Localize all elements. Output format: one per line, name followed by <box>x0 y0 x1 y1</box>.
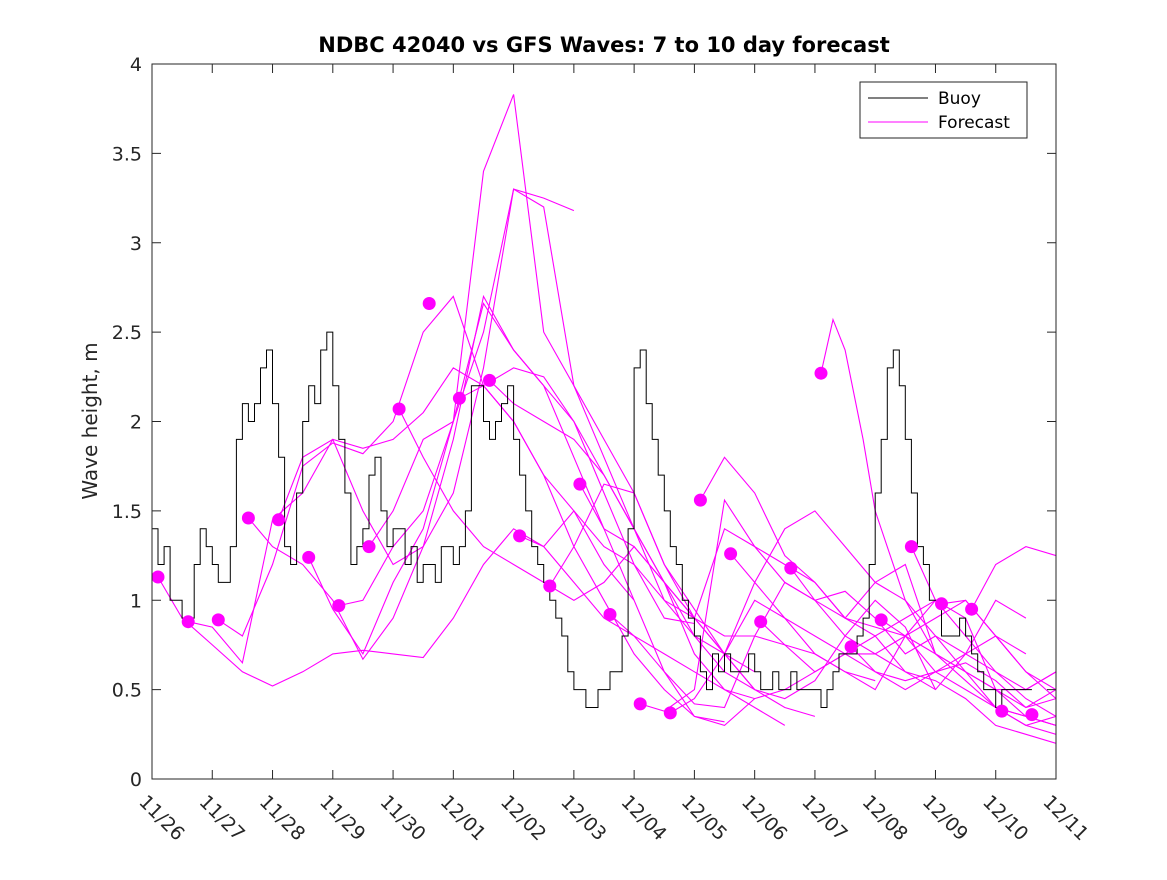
forecast-line-26 <box>941 599 1027 655</box>
forecast-start-point <box>211 613 225 627</box>
forecast-start-point <box>483 373 496 387</box>
y-tick-label: 4 <box>130 54 142 76</box>
forecast-start-point <box>332 599 346 613</box>
forecast-line-12 <box>519 510 755 691</box>
forecast-start-point <box>935 597 948 611</box>
y-ticks: 0 0.5 1 1.5 2 2.5 3 3.5 4 <box>112 54 1056 791</box>
x-tick-label: 12/03 <box>556 791 610 845</box>
x-tick-label: 12/10 <box>978 791 1032 845</box>
legend-box <box>859 81 1028 139</box>
forecast-line-8 <box>368 302 695 625</box>
forecast-start-point <box>904 540 918 554</box>
forecast-start-point <box>151 570 165 584</box>
forecast-start-point <box>272 513 286 527</box>
forecast-start-point <box>693 493 707 507</box>
legend: Buoy Forecast <box>859 81 1028 139</box>
forecast-start-point <box>874 613 888 627</box>
forecast-line-4 <box>247 294 756 727</box>
y-tick-label: 1.5 <box>112 501 142 523</box>
y-tick-label: 2.5 <box>112 322 142 344</box>
forecast-line-22 <box>820 317 1056 726</box>
forecast-start-point <box>513 529 527 543</box>
forecast-line-27 <box>971 546 1056 610</box>
forecast-start-point <box>573 477 587 491</box>
forecast-start-point <box>754 615 768 629</box>
forecast-start-point <box>392 402 406 416</box>
forecast-start-point <box>814 366 828 380</box>
x-tick-label: 12/11 <box>1038 791 1092 845</box>
forecast-line-10 <box>459 367 876 682</box>
forecast-start-point <box>181 615 195 629</box>
y-tick-label: 2 <box>130 412 142 434</box>
forecast-line-23 <box>850 646 1056 709</box>
x-tick-label: 12/04 <box>617 791 671 845</box>
forecast-start-point <box>724 547 738 561</box>
forecast-start-point <box>543 579 557 593</box>
y-axis-label: Wave height, m <box>78 342 102 499</box>
forecast-start-point <box>784 561 798 575</box>
x-tick-label: 11/29 <box>315 791 369 845</box>
plot-markers <box>151 297 1039 722</box>
buoy-line <box>152 331 1032 708</box>
forecast-start-point <box>452 391 466 405</box>
forecast-line-25 <box>910 546 1056 717</box>
forecast-line-21 <box>790 567 1056 700</box>
y-tick-label: 3.5 <box>112 143 142 165</box>
forecast-start-point <box>844 640 858 654</box>
forecast-start-point <box>1025 708 1039 722</box>
y-tick-label: 0 <box>130 769 142 791</box>
forecast-line-14 <box>579 483 936 637</box>
axes-box <box>151 63 1057 780</box>
x-tick-label: 11/28 <box>255 791 309 845</box>
forecast-start-point <box>663 706 677 720</box>
y-tick-label: 1 <box>130 590 142 612</box>
forecast-start-point <box>422 297 436 310</box>
legend-forecast-label: Forecast <box>938 113 1010 133</box>
chart-title: NDBC 42040 vs GFS Waves: 7 to 10 day for… <box>318 33 889 57</box>
y-tick-label: 3 <box>130 233 142 255</box>
x-tick-label: 11/26 <box>134 791 188 845</box>
x-tick-label: 12/09 <box>918 791 972 845</box>
x-tick-label: 12/06 <box>737 791 791 845</box>
forecast-start-point <box>995 704 1009 718</box>
forecast-start-point <box>965 602 979 616</box>
forecast-line-28 <box>1001 710 1056 726</box>
forecast-start-point <box>633 697 647 711</box>
forecast-line-6 <box>308 188 575 656</box>
plot-series <box>152 94 1056 744</box>
forecast-start-point <box>241 511 255 525</box>
forecast-line-3 <box>217 295 725 723</box>
forecast-line-20 <box>760 599 1027 691</box>
x-tick-label: 12/01 <box>436 791 490 845</box>
y-tick-label: 0.5 <box>112 680 142 702</box>
forecast-line-18 <box>699 456 1056 691</box>
axes-frame <box>151 63 1057 780</box>
forecast-line-1 <box>157 528 1056 735</box>
x-tick-label: 12/05 <box>677 791 731 845</box>
forecast-line-15 <box>609 581 1056 726</box>
forecast-line-24 <box>880 619 1056 709</box>
x-tick-label: 12/07 <box>797 791 851 845</box>
forecast-line-13 <box>549 483 936 700</box>
forecast-line-7 <box>338 94 816 717</box>
x-tick-label: 12/02 <box>496 791 550 845</box>
x-tick-label: 11/30 <box>376 791 430 845</box>
forecast-start-point <box>302 550 316 564</box>
x-tick-label: 11/27 <box>195 791 249 845</box>
x-tick-label: 12/08 <box>858 791 912 845</box>
legend-buoy-label: Buoy <box>938 89 981 109</box>
forecast-start-point <box>362 540 376 554</box>
forecast-start-point <box>603 608 617 621</box>
